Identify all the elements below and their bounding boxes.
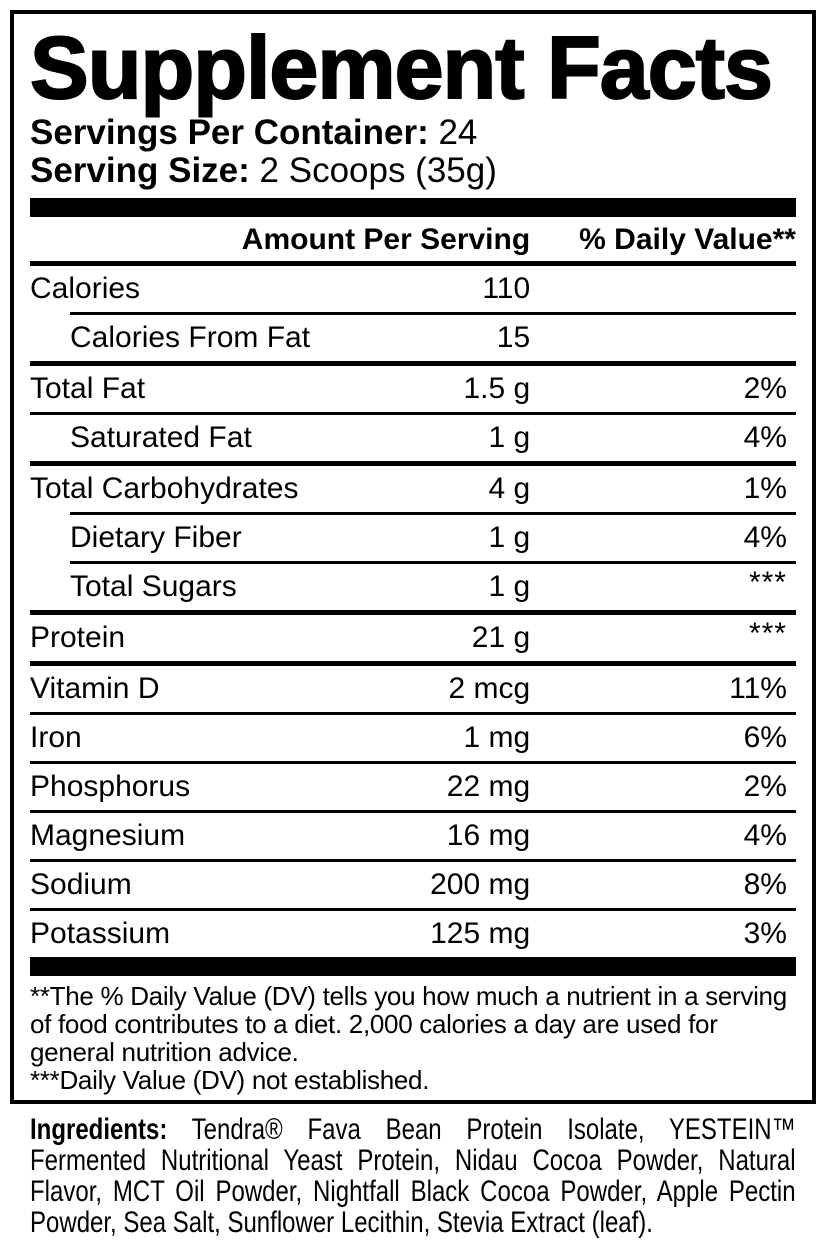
row-calories-from-fat: Calories From Fat 15 (30, 315, 796, 361)
nutrient-daily-value: 4% (743, 521, 787, 554)
nutrient-amount: 110 (482, 272, 531, 305)
nutrient-name: Phosphorus (30, 770, 191, 803)
row-magnesium: Magnesium 16 mg 4% (30, 813, 796, 859)
row-divider (30, 810, 796, 813)
nutrient-amount: 4 g (488, 472, 531, 505)
nutrient-name: Iron (30, 721, 82, 754)
nutrient-amount: 1 g (488, 421, 531, 454)
row-protein: Protein 21 g *** (30, 615, 796, 661)
row-divider (30, 361, 796, 366)
nutrient-daily-value: 3% (743, 917, 787, 950)
nutrient-daily-value: 2% (743, 770, 787, 803)
servings-per-container-label: Servings Per Container: (30, 113, 429, 152)
row-total-fat: Total Fat 1.5 g 2% (30, 366, 796, 412)
nutrient-daily-value: 8% (743, 868, 787, 901)
serving-size-label: Serving Size: (30, 151, 250, 190)
serving-size: Serving Size: 2 Scoops (35g) (30, 152, 796, 190)
nutrient-name: Saturated Fat (70, 421, 252, 454)
row-divider (70, 561, 796, 564)
nutrient-amount: 15 (496, 321, 531, 354)
nutrient-amount: 21 g (471, 621, 531, 654)
nutrient-name: Magnesium (30, 819, 186, 852)
nutrient-daily-value: 4% (743, 421, 787, 454)
supplement-facts-panel: Supplement Facts Servings Per Container:… (10, 10, 816, 1104)
row-saturated-fat: Saturated Fat 1 g 4% (30, 415, 796, 461)
nutrient-amount: 22 mg (446, 770, 531, 803)
row-iron: Iron 1 mg 6% (30, 715, 796, 761)
ingredients-section: Ingredients: Tendra® Fava Bean Protein I… (30, 1114, 796, 1238)
nutrient-name: Vitamin D (30, 672, 160, 705)
nutrient-amount: 1.5 g (463, 372, 531, 405)
row-divider (30, 661, 796, 666)
nutrient-daily-value: *** (748, 566, 787, 599)
nutrient-name: Calories (30, 272, 141, 305)
nutrient-amount: 200 mg (430, 868, 531, 901)
daily-value-header: % Daily Value** (579, 223, 796, 256)
row-potassium: Potassium 125 mg 3% (30, 911, 796, 957)
serving-size-value: 2 Scoops (35g) (259, 151, 497, 190)
nutrient-name: Sodium (30, 868, 132, 901)
servings-per-container-value: 24 (438, 113, 478, 152)
row-vitamin-d: Vitamin D 2 mcg 11% (30, 666, 796, 712)
row-sodium: Sodium 200 mg 8% (30, 862, 796, 908)
nutrient-daily-value: 4% (743, 819, 787, 852)
nutrient-amount: 125 mg (430, 917, 531, 950)
nutrient-daily-value: 1% (743, 472, 787, 505)
nutrient-amount: 1 mg (463, 721, 531, 754)
row-divider (30, 908, 796, 911)
row-divider (30, 712, 796, 715)
nutrient-daily-value (530, 272, 796, 305)
row-divider (70, 312, 796, 315)
divider-bar-bottom (30, 957, 796, 976)
daily-value-footnote: **The % Daily Value (DV) tells you how m… (30, 981, 787, 1067)
panel-title: Supplement Facts (29, 18, 774, 117)
nutrient-daily-value: 2% (743, 372, 787, 405)
nutrient-daily-value (530, 321, 796, 354)
nutrient-amount: 1 g (488, 570, 531, 603)
row-divider (70, 512, 796, 515)
ingredients-label: Ingredients: (30, 1113, 168, 1146)
nutrient-name: Total Sugars (70, 570, 237, 603)
not-established-footnote: ***Daily Value (DV) not established. (30, 1065, 430, 1095)
servings-per-container: Servings Per Container: 24 (30, 114, 796, 152)
row-divider (30, 761, 796, 764)
nutrient-daily-value: *** (748, 617, 787, 650)
nutrient-name: Calories From Fat (70, 321, 311, 354)
row-divider (30, 859, 796, 862)
divider-bar-top (30, 198, 796, 217)
nutrient-amount: 1 g (488, 521, 531, 554)
nutrient-daily-value: 11% (729, 672, 787, 705)
nutrient-name: Total Fat (30, 372, 146, 405)
nutrient-daily-value: 6% (743, 721, 787, 754)
row-divider (30, 461, 796, 466)
row-divider (30, 610, 796, 615)
row-dietary-fiber: Dietary Fiber 1 g 4% (30, 515, 796, 561)
table-header: Amount Per Serving % Daily Value** (30, 217, 796, 261)
row-total-carbohydrates: Total Carbohydrates 4 g 1% (30, 466, 796, 512)
nutrient-name: Protein (30, 621, 126, 654)
nutrient-amount: 16 mg (446, 819, 531, 852)
nutrient-name: Total Carbohydrates (30, 472, 299, 505)
nutrient-name: Potassium (30, 917, 171, 950)
nutrient-name: Dietary Fiber (70, 521, 242, 554)
row-total-sugars: Total Sugars 1 g *** (30, 564, 796, 610)
row-divider (30, 412, 796, 415)
amount-per-serving-header: Amount Per Serving (241, 223, 531, 256)
nutrient-amount: 2 mcg (448, 672, 531, 705)
row-calories: Calories 110 (30, 266, 796, 312)
row-phosphorus: Phosphorus 22 mg 2% (30, 764, 796, 810)
header-divider (30, 261, 796, 266)
ingredients-text: Tendra® Fava Bean Protein Isolate, YESTE… (30, 1113, 796, 1239)
